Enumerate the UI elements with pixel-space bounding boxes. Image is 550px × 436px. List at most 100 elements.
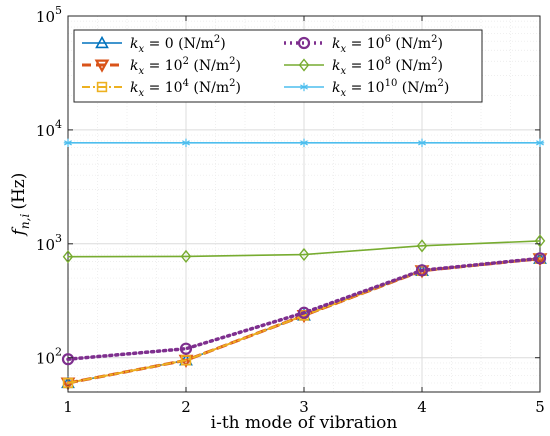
y-axis-label-main: f [9,226,29,237]
legend-unit-exponent: 2 [437,78,443,89]
legend-label: kx = 106 (N/m2) [332,34,443,55]
data-point-asterisk [63,138,73,148]
data-point-circle [415,264,429,277]
legend-unit: (N/m [189,58,229,74]
series-line [67,240,541,258]
data-point-diamond [298,58,310,72]
data-point-circle [297,36,311,50]
legend: kx = 0 (N/m2)kx = 102 (N/m2)kx = 104 (N/… [73,29,483,103]
y-tick-label-exponent: 5 [55,4,62,17]
y-tick-label-base: 10 [36,350,55,368]
x-tick-label: 5 [535,398,545,416]
data-point-triangle [95,35,109,49]
series-group [61,252,547,366]
data-point-circle [297,306,311,319]
data-point-diamond [416,239,428,253]
legend-unit-close: ) [437,58,442,74]
legend-unit-close: ) [235,58,240,74]
y-axis-label: fn,i (Hz) [9,173,32,238]
legend-value: = 10 [144,58,182,74]
legend-unit-close: ) [235,80,240,96]
legend-value: = 10 [346,36,384,52]
series-group [63,138,545,148]
y-tick-label: 105 [36,4,62,26]
data-point-diamond [180,249,192,264]
data-point-diamond [62,250,74,264]
legend-var-subscript: x [138,44,144,55]
legend-value-exponent: 6 [385,34,391,45]
legend-box [73,29,483,103]
legend-value: = 10 [144,80,182,96]
legend-unit: (N/m [391,36,431,52]
legend-value: = 0 (N/m [144,36,214,52]
legend-item: kx = 1010 (N/m2) [284,78,449,99]
legend-label: kx = 104 (N/m2) [130,78,241,99]
legend-var: k [332,36,340,52]
legend-var: k [130,58,138,74]
y-tick-label-exponent: 4 [55,118,62,131]
data-point-square [96,81,108,93]
y-axis-label-unit: (Hz) [9,173,29,210]
legend-var: k [130,36,138,52]
data-point-triangle-down [94,59,110,73]
series-layer [60,138,548,391]
data-point-circle [179,342,193,355]
legend-var-subscript: x [138,88,144,99]
legend-value-exponent: 10 [385,78,398,89]
legend-item: kx = 102 (N/m2) [82,56,241,77]
legend-unit: (N/m [391,58,431,74]
data-point-asterisk [181,138,191,148]
y-tick-label-base: 10 [36,122,55,140]
series-group [62,234,546,264]
legend-unit-exponent: 2 [214,34,220,45]
legend-label: kx = 1010 (N/m2) [332,78,449,99]
x-tick-label: 2 [181,398,191,416]
data-point-square [180,355,192,366]
legend-label: kx = 0 (N/m2) [130,34,226,55]
y-tick-label-base: 10 [36,236,55,254]
legend-unit-exponent: 2 [229,56,235,67]
y-tick-label: 103 [36,232,62,254]
series-line [66,256,542,361]
data-point-circle [533,252,547,265]
data-point-circle [61,353,75,366]
x-tick-label: 4 [417,398,427,416]
legend-var-subscript: x [340,66,346,77]
data-point-asterisk [417,138,427,148]
legend-var: k [130,80,138,96]
legend-unit-exponent: 2 [431,56,437,67]
legend-unit-close: ) [444,80,449,96]
y-tick-label: 102 [36,346,62,368]
legend-value-exponent: 2 [183,56,189,67]
legend-unit-exponent: 2 [431,34,437,45]
x-tick-label: 3 [299,398,309,416]
legend-unit-exponent: 2 [229,78,235,89]
legend-var: k [332,80,340,96]
legend-label: kx = 102 (N/m2) [130,56,241,77]
legend-value-exponent: 8 [385,56,391,67]
legend-value-exponent: 4 [183,78,189,89]
legend-value: = 10 [346,58,384,74]
legend-item: kx = 106 (N/m2) [284,34,443,55]
legend-var-subscript: x [138,66,144,77]
y-tick-label-base: 10 [36,8,55,26]
data-point-diamond [298,247,310,262]
y-tick-label-exponent: 2 [55,346,62,359]
legend-value: = 10 [346,80,384,96]
legend-var: k [332,58,340,74]
data-point-asterisk [535,138,545,148]
legend-unit: (N/m [397,80,437,96]
data-point-asterisk [299,82,309,92]
legend-item: kx = 108 (N/m2) [284,56,443,77]
legend-label: kx = 108 (N/m2) [332,56,443,77]
legend-item: kx = 104 (N/m2) [82,78,241,99]
x-tick-label: 1 [63,398,73,416]
legend-var-subscript: x [340,44,346,55]
legend-unit-close: ) [220,36,225,52]
y-axis-label-subscript: n,i [18,214,32,230]
y-tick-label-exponent: 3 [55,232,62,245]
legend-unit-close: ) [437,36,442,52]
